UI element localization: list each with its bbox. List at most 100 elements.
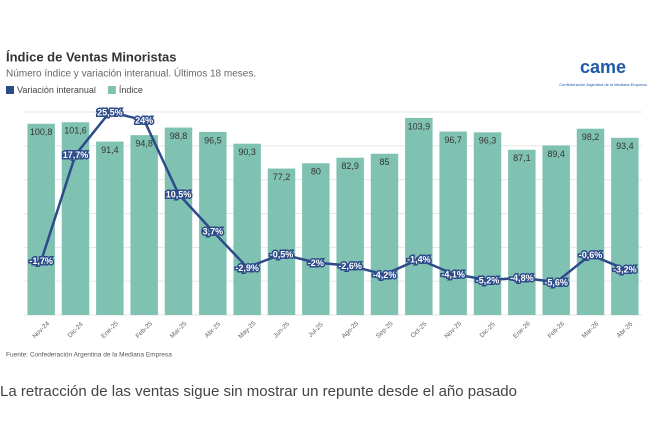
x-tick-label: Sep-25	[375, 320, 395, 340]
bar-label: 93,4	[616, 141, 634, 151]
bar	[439, 131, 467, 315]
bar-label: 91,4	[101, 145, 119, 155]
x-tick-label: Mar-25	[169, 320, 189, 340]
bar-label: 100,8	[30, 127, 53, 137]
bar	[336, 157, 364, 315]
bar	[267, 168, 296, 315]
line-label: -5,6%	[544, 278, 568, 288]
line-point	[244, 264, 251, 271]
line-label: -0,6%	[579, 250, 603, 260]
line-point	[141, 117, 148, 124]
bar-label: 89,4	[547, 149, 565, 159]
bar-label: 103,9	[408, 121, 431, 131]
logo: came	[580, 57, 626, 77]
line-point	[518, 274, 525, 281]
bar-label: 96,3	[479, 136, 497, 146]
bar	[508, 149, 536, 315]
bar	[199, 131, 227, 315]
line-point	[450, 270, 457, 277]
x-tick-label: Jun-25	[272, 320, 291, 339]
bar	[164, 127, 193, 315]
bar-label: 98,2	[582, 132, 600, 142]
x-tick-label: Ene-25	[100, 320, 120, 340]
line-point	[209, 228, 216, 235]
caption: La retracción de las ventas sigue sin mo…	[0, 383, 517, 400]
line-label: -2,6%	[338, 261, 362, 271]
bar	[302, 163, 330, 315]
line-point	[484, 276, 491, 283]
source: Fuente: Confederación Argentina de la Me…	[6, 352, 172, 359]
x-tick-label: Jul-25	[307, 321, 325, 339]
bar	[370, 153, 399, 315]
bar	[233, 143, 261, 315]
line-label: -3,2%	[613, 264, 637, 274]
line-point	[415, 256, 422, 263]
bar	[27, 123, 55, 315]
line-point	[312, 259, 319, 266]
line-label: -4,1%	[441, 269, 465, 279]
line-label: 24%	[135, 116, 153, 126]
bar-label: 101,6	[64, 126, 87, 136]
legend-label: Variación interanual	[17, 85, 96, 95]
line-point	[621, 266, 628, 273]
line-point	[347, 262, 354, 269]
x-tick-label: Nov-24	[31, 320, 51, 340]
line-label: -2,9%	[235, 263, 259, 273]
line-label: 25,5%	[97, 107, 123, 117]
line-point	[278, 251, 285, 258]
logo-subtitle: Confederación Argentina de la Mediana Em…	[559, 82, 647, 87]
bar-label: 96,5	[204, 135, 222, 145]
x-tick-label: Ago-25	[340, 320, 360, 340]
line-label: -2%	[308, 258, 324, 268]
bar	[576, 128, 605, 315]
line-label: -5,2%	[476, 275, 500, 285]
bar	[473, 132, 502, 315]
x-tick-label: Dic-25	[479, 321, 498, 340]
line-label: 10,5%	[166, 189, 192, 199]
bar	[405, 117, 433, 315]
bar-label: 90,3	[238, 147, 256, 157]
bar-label: 85	[379, 157, 389, 167]
bar-label: 94,8	[135, 139, 153, 149]
bar	[611, 137, 639, 315]
bar	[130, 135, 158, 315]
line-label: -1,4%	[407, 255, 431, 265]
line-point	[106, 109, 113, 115]
chart-title: Índice de Ventas Minoristas	[6, 49, 177, 64]
legend-swatch	[6, 86, 14, 94]
x-tick-label: Ene-26	[512, 320, 532, 340]
line-label: -0,5%	[270, 250, 294, 260]
bar-label: 87,1	[513, 153, 531, 163]
x-tick-label: Nov-25	[443, 320, 463, 340]
bar-label: 96,7	[444, 135, 462, 145]
line-label: -1,7%	[29, 256, 53, 266]
bar-label: 82,9	[341, 161, 359, 171]
line-point	[587, 251, 594, 258]
line-label: -4,2%	[373, 270, 397, 280]
bar-label: 80	[311, 167, 321, 177]
line-point	[175, 191, 182, 198]
bar-label: 98,8	[170, 131, 188, 141]
line	[39, 110, 626, 284]
x-tick-label: Abr-25	[204, 321, 223, 340]
chart-subtitle: Número índice y variación interanual. Úl…	[6, 67, 256, 80]
line-point	[381, 271, 388, 278]
legend-label: Índice	[119, 85, 143, 95]
line-point	[72, 151, 79, 158]
line-point	[553, 279, 560, 286]
x-tick-label: Mar-26	[581, 320, 601, 340]
line-label: -4,8%	[510, 273, 534, 283]
line-label: 17,7%	[63, 150, 89, 160]
legend-swatch	[107, 86, 116, 94]
x-tick-label: Feb-26	[547, 320, 567, 340]
x-tick-label: Dic-24	[67, 321, 86, 340]
x-tick-label: May-25	[237, 320, 258, 341]
line-label: 3,7%	[203, 227, 224, 237]
bar-label: 77,2	[273, 172, 291, 182]
bar	[96, 141, 124, 315]
x-tick-label: Feb-25	[135, 320, 155, 340]
x-tick-label: Abr-26	[616, 321, 635, 340]
bar	[542, 145, 570, 315]
line-point	[38, 257, 45, 264]
